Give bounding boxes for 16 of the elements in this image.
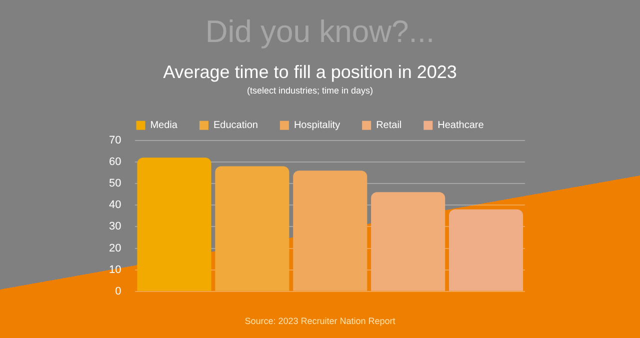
source-note: Source: 2023 Recruiter Nation Report	[244, 316, 396, 326]
y-tick-label: 30	[108, 220, 122, 233]
y-tick-label: 40	[108, 199, 122, 212]
y-tick-label: 70	[108, 134, 122, 146]
legend-label: Heathcare	[438, 120, 484, 132]
chart-subtitle: (tselect industries; time in days)	[246, 85, 374, 96]
y-tick-label: 20	[108, 242, 122, 254]
y-tick-label: 0	[115, 285, 122, 298]
chart-title: Average time to fill a position in 2023	[163, 62, 457, 82]
legend-label: Education	[213, 120, 258, 132]
y-tick-label: 10	[108, 264, 122, 276]
legend-label: Media	[150, 120, 178, 132]
legend-label: Retail	[376, 120, 402, 132]
y-tick-label: 60	[108, 156, 122, 168]
legend-label: Hospitality	[294, 120, 340, 132]
y-tick-label: 50	[108, 178, 122, 190]
